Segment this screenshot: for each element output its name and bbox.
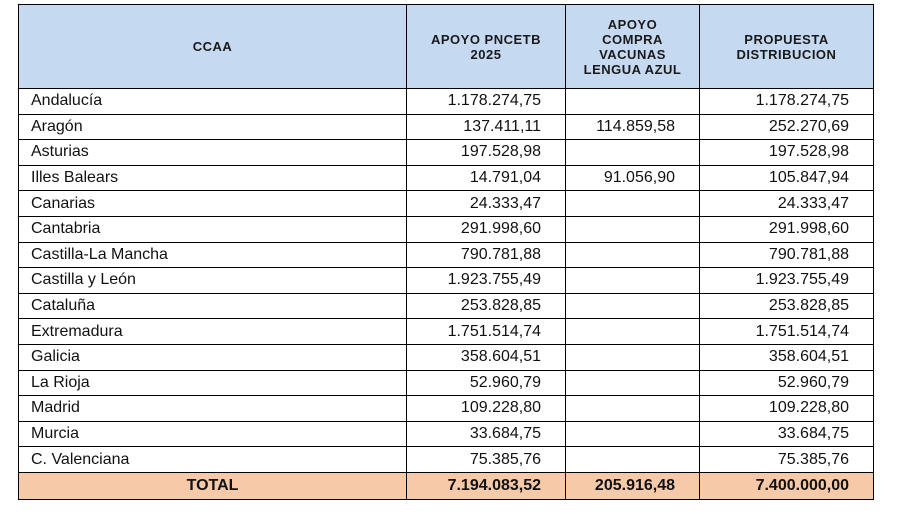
amount-cell: 14.791,04	[406, 164, 566, 192]
amount-cell: 358.604,51	[699, 343, 874, 371]
region-name: Cataluña	[18, 292, 407, 320]
header-cell: APOYO COMPRA VACUNAS LENGUA AZUL	[565, 4, 700, 89]
amount-cell	[565, 88, 700, 115]
data-row: Murcia 33.684,75 33.684,75	[18, 420, 874, 448]
total-amount: 205.916,48	[565, 471, 700, 500]
data-row: Galicia 358.604,51 358.604,51	[18, 343, 874, 371]
region-name: Andalucía	[18, 88, 407, 115]
amount-cell: 91.056,90	[565, 164, 700, 192]
header-cell: APOYO PNCETB 2025	[406, 4, 566, 89]
data-row: Illes Balears 14.791,04 91.056,90 105.847,9…	[18, 164, 874, 192]
amount-cell	[565, 139, 700, 166]
amount-cell	[565, 395, 700, 422]
amount-cell	[565, 343, 700, 371]
amount-cell	[565, 190, 700, 217]
region-name: Castilla y León	[18, 267, 407, 294]
data-row: Madrid 109.228,80 109.228,80	[18, 395, 874, 422]
amount-cell	[565, 420, 700, 448]
region-name: Asturias	[18, 139, 407, 166]
amount-cell: 252.270,69	[699, 113, 874, 141]
amount-cell: 790.781,88	[699, 241, 874, 269]
amount-cell: 1.923.755,49	[406, 267, 566, 294]
data-row: Canarias 24.333,47 24.333,47	[18, 190, 874, 217]
data-row: Andalucía 1.178.274,75 1.178.274,75	[18, 88, 874, 115]
data-row: Extremadura 1.751.514,74 1.751.514,74	[18, 318, 874, 345]
amount-cell	[565, 369, 700, 397]
amount-cell: 75.385,76	[699, 446, 874, 473]
amount-cell: 358.604,51	[406, 343, 566, 371]
header-cell: CCAA	[18, 4, 407, 89]
data-row: C. Valenciana 75.385,76 75.385,76	[18, 446, 874, 473]
amount-cell	[565, 215, 700, 243]
amount-cell	[565, 292, 700, 320]
data-row: La Rioja 52.960,79 52.960,79	[18, 369, 874, 397]
amount-cell: 197.528,98	[406, 139, 566, 166]
region-name: Aragón	[18, 113, 407, 141]
data-row: Castilla y León 1.923.755,49 1.923.755,49	[18, 267, 874, 294]
amount-cell: 109.228,80	[406, 395, 566, 422]
amount-cell: 1.751.514,74	[406, 318, 566, 345]
total-label: TOTAL	[18, 471, 407, 500]
total-amount: 7.194.083,52	[406, 471, 566, 500]
region-name: Murcia	[18, 420, 407, 448]
amount-cell: 109.228,80	[699, 395, 874, 422]
amount-cell: 114.859,58	[565, 113, 700, 141]
amount-cell	[565, 267, 700, 294]
region-name: Castilla-La Mancha	[18, 241, 407, 269]
region-name: C. Valenciana	[18, 446, 407, 473]
region-name: Extremadura	[18, 318, 407, 345]
amount-cell: 1.923.755,49	[699, 267, 874, 294]
amount-cell: 1.178.274,75	[406, 88, 566, 115]
total-row: TOTAL 7.194.083,52 205.916,48 7.400.000,00	[18, 471, 874, 500]
amount-cell	[565, 446, 700, 473]
amount-cell: 291.998,60	[699, 215, 874, 243]
amount-cell: 33.684,75	[699, 420, 874, 448]
amount-cell: 1.178.274,75	[699, 88, 874, 115]
region-name: Cantabria	[18, 215, 407, 243]
amount-cell: 105.847,94	[699, 164, 874, 192]
amount-cell: 24.333,47	[406, 190, 566, 217]
region-name: Madrid	[18, 395, 407, 422]
region-name: La Rioja	[18, 369, 407, 397]
data-row: Aragón 137.411,11 114.859,58 252.270,69	[18, 113, 874, 141]
amount-cell: 253.828,85	[699, 292, 874, 320]
table-body: Andalucía 1.178.274,75 1.178.274,75 Aragón 1…	[18, 88, 874, 500]
amount-cell: 137.411,11	[406, 113, 566, 141]
amount-cell: 24.333,47	[699, 190, 874, 217]
amount-cell: 33.684,75	[406, 420, 566, 448]
amount-cell: 1.751.514,74	[699, 318, 874, 345]
amount-cell: 790.781,88	[406, 241, 566, 269]
amount-cell: 75.385,76	[406, 446, 566, 473]
amount-cell: 291.998,60	[406, 215, 566, 243]
amount-cell	[565, 318, 700, 345]
amount-cell: 197.528,98	[699, 139, 874, 166]
amount-cell: 253.828,85	[406, 292, 566, 320]
header-cell: PROPUESTA DISTRIBUCION	[699, 4, 874, 89]
header-row: CCAA APOYO PNCETB 2025 APOYO COMPRA VACUNA…	[18, 4, 874, 89]
data-row: Asturias 197.528,98 197.528,98	[18, 139, 874, 166]
region-name: Canarias	[18, 190, 407, 217]
region-name: Illes Balears	[18, 164, 407, 192]
distribution-table: CCAA APOYO PNCETB 2025 APOYO COMPRA VACUNA…	[18, 4, 874, 500]
data-row: Cantabria 291.998,60 291.998,60	[18, 215, 874, 243]
total-amount: 7.400.000,00	[699, 471, 874, 500]
amount-cell: 52.960,79	[699, 369, 874, 397]
data-row: Cataluña 253.828,85 253.828,85	[18, 292, 874, 320]
region-name: Galicia	[18, 343, 407, 371]
amount-cell	[565, 241, 700, 269]
amount-cell: 52.960,79	[406, 369, 566, 397]
data-row: Castilla-La Mancha 790.781,88 790.781,88	[18, 241, 874, 269]
